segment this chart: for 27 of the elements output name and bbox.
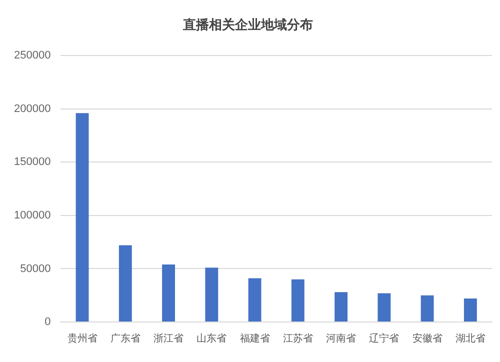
bar bbox=[420, 295, 434, 322]
y-tick-label: 50000 bbox=[20, 262, 51, 275]
bar bbox=[76, 113, 89, 322]
y-tick-label: 200000 bbox=[14, 102, 51, 115]
bar bbox=[205, 268, 218, 322]
x-tick-label: 浙江省 bbox=[154, 332, 184, 345]
bar bbox=[378, 293, 391, 322]
bar bbox=[118, 245, 132, 322]
x-tick-label: 湖北省 bbox=[455, 332, 486, 345]
x-tick-label: 福建省 bbox=[240, 332, 270, 345]
x-tick-label: 河南省 bbox=[326, 332, 356, 345]
bar bbox=[291, 279, 304, 322]
x-tick-label: 江苏省 bbox=[282, 332, 313, 345]
x-tick-label: 山东省 bbox=[196, 332, 227, 345]
bar bbox=[334, 292, 348, 322]
x-tick-label: 辽宁省 bbox=[369, 332, 400, 345]
y-tick-label: 250000 bbox=[14, 50, 51, 62]
y-tick-label: 0 bbox=[44, 316, 51, 328]
y-tick-label: 150000 bbox=[14, 156, 51, 168]
bar bbox=[248, 278, 262, 322]
y-tick-label: 100000 bbox=[14, 209, 51, 222]
bar bbox=[162, 264, 175, 322]
chart-title: 直播相关企业地域分布 bbox=[182, 17, 313, 32]
x-tick-label: 广东省 bbox=[110, 332, 140, 345]
x-tick-label: 安徽省 bbox=[412, 332, 442, 345]
x-tick-label: 贵州省 bbox=[67, 332, 98, 345]
bar bbox=[464, 298, 477, 322]
